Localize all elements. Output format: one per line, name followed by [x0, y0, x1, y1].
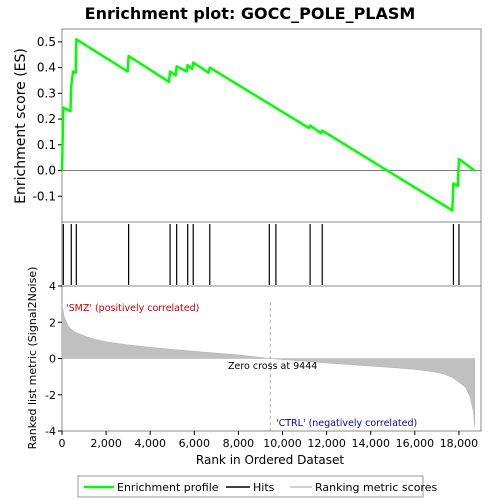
- x-tick-label: 0: [59, 437, 66, 450]
- legend-metric-label: Ranking metric scores: [315, 481, 437, 494]
- x-tick-label: 14,000: [351, 437, 390, 450]
- es-y-tick-label: 0.5: [37, 35, 56, 49]
- metric-y-tick-label: 2: [49, 316, 56, 329]
- es-panel-frame: [61, 28, 482, 223]
- x-tick-label: 18,000: [440, 437, 479, 450]
- x-axis-label: Rank in Ordered Dataset: [196, 453, 344, 467]
- legend-hits-label: Hits: [253, 481, 275, 494]
- metric-y-tick-label: 0: [49, 353, 56, 366]
- x-tick-label: 4,000: [134, 437, 166, 450]
- metric-y-tick-label: -2: [45, 389, 56, 402]
- legend-box: [77, 475, 424, 498]
- neg-corr-label: 'CTRL' (negatively correlated): [276, 418, 417, 429]
- x-tick-label: 8,000: [223, 437, 255, 450]
- es-y-tick-label: 0.3: [37, 86, 56, 100]
- es-y-tick-label: 0.0: [37, 164, 56, 178]
- pos-corr-label: 'SMZ' (positively correlated): [66, 303, 199, 314]
- ranking-metric-area: [61, 304, 476, 428]
- x-tick-label: 6,000: [179, 437, 211, 450]
- enrichment-profile-line: [60, 38, 476, 212]
- metric-axis-label: Ranked list metric (Signal2Noise): [26, 267, 39, 450]
- zero-cross-label: Zero cross at 9444: [228, 361, 317, 372]
- hits-panel-frame: [61, 221, 482, 287]
- legend-enrichment-label: Enrichment profile: [117, 481, 219, 494]
- es-y-tick-label: -0.1: [33, 189, 56, 203]
- x-tick-label: 12,000: [307, 437, 346, 450]
- es-y-tick-label: 0.4: [37, 61, 56, 75]
- chart-title: Enrichment plot: GOCC_POLE_PLASM: [85, 4, 416, 23]
- x-tick-label: 10,000: [263, 437, 302, 450]
- metric-y-tick-label: 4: [49, 280, 56, 293]
- metric-y-tick-label: -4: [45, 425, 56, 438]
- x-tick-label: 2,000: [90, 437, 122, 450]
- es-y-tick-label: 0.2: [37, 112, 56, 126]
- es-y-tick-label: 0.1: [37, 138, 56, 152]
- x-tick-label: 16,000: [396, 437, 435, 450]
- es-axis-label: Enrichment score (ES): [13, 48, 29, 204]
